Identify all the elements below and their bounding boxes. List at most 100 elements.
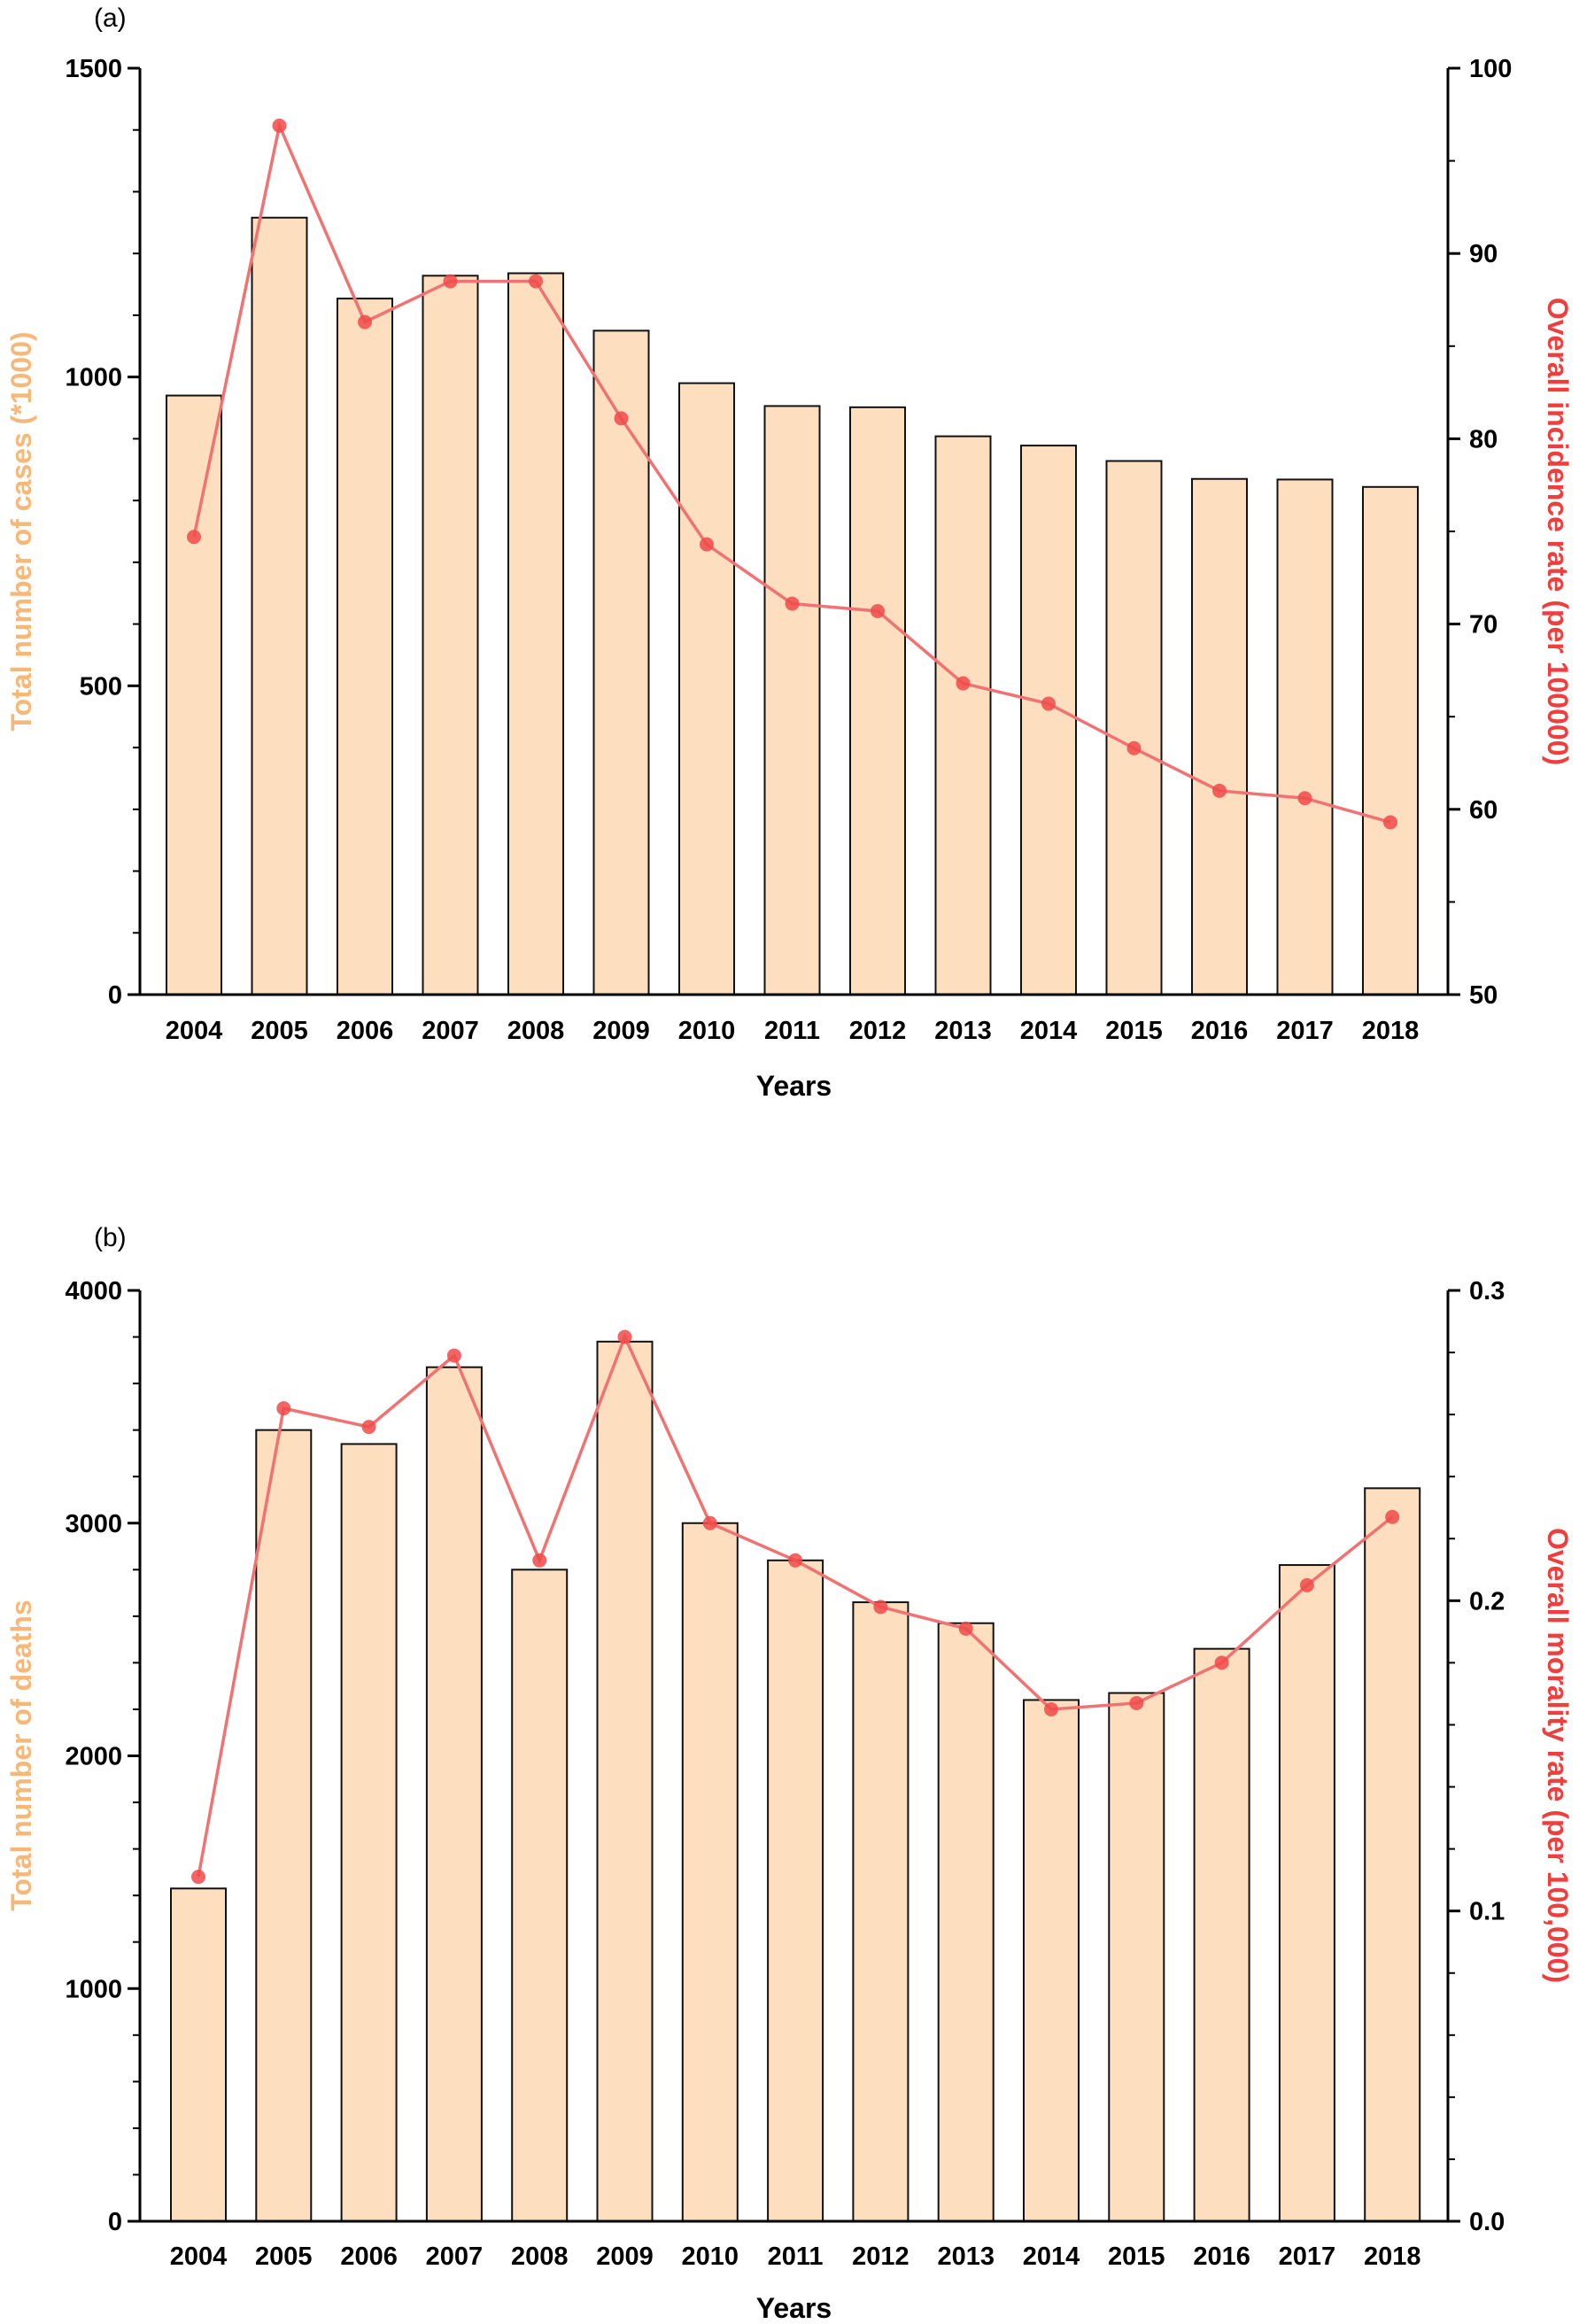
bar-2008 <box>511 1569 569 2223</box>
rate-point-2006 <box>361 1420 376 1435</box>
bar-2007 <box>422 275 479 995</box>
rate-point-2005 <box>272 118 287 133</box>
bar-2009 <box>592 329 650 996</box>
x-tick-label: 2006 <box>337 1017 394 1045</box>
rate-point-2008 <box>529 274 543 289</box>
rate-point-2007 <box>443 274 458 289</box>
x-tick-label: 2014 <box>1023 2243 1080 2271</box>
rate-point-2011 <box>785 596 800 611</box>
x-tick-label: 2005 <box>251 1017 308 1045</box>
rate-point-2008 <box>532 1553 547 1568</box>
right-tick-label: 60 <box>1469 796 1498 825</box>
x-tick-label: 2012 <box>852 2243 909 2271</box>
rate-point-2014 <box>1044 1701 1058 1716</box>
left-tick-label: 1500 <box>65 55 122 83</box>
left-tick-label: 1000 <box>65 364 122 392</box>
rate-point-2015 <box>1129 1695 1144 1710</box>
rate-point-2011 <box>788 1553 803 1568</box>
left-tick-label: 1000 <box>65 1975 122 2003</box>
left-tick-label: 3000 <box>65 1510 122 1538</box>
bar-2016 <box>1191 477 1248 995</box>
x-tick-label: 2015 <box>1105 1017 1163 1045</box>
x-tick-label: 2004 <box>166 1017 223 1045</box>
bar-2005 <box>251 216 308 996</box>
rate-point-2012 <box>873 1600 888 1615</box>
panel-label: (a) <box>94 4 127 33</box>
left-tick-label: 0 <box>108 2208 122 2236</box>
left-tick-label: 500 <box>80 672 122 701</box>
x-tick-label: 2016 <box>1193 2243 1250 2271</box>
right-tick-label: 0.3 <box>1469 1277 1505 1305</box>
bar-2011 <box>767 1559 824 2223</box>
x-tick-label: 2008 <box>511 2243 569 2271</box>
x-axis-title: Years <box>756 2292 832 2324</box>
x-tick-label: 2007 <box>422 1017 479 1045</box>
bar-2018 <box>1362 485 1419 995</box>
bar-2014 <box>1023 1699 1080 2222</box>
x-tick-label: 2013 <box>937 2243 995 2271</box>
rate-point-2006 <box>358 314 372 329</box>
bar-2012 <box>852 1601 909 2222</box>
left-y-axis-title: Total number of deaths <box>5 1600 37 1910</box>
bar-2018 <box>1364 1487 1421 2222</box>
right-y-axis-title: Overall incidence rate (per 100000) <box>1542 298 1574 765</box>
bar-2004 <box>166 394 222 995</box>
bar-2004 <box>170 1887 227 2223</box>
right-y-axis-title: Overall morality rate (per 100,000) <box>1542 1528 1574 1983</box>
x-tick-label: 2016 <box>1191 1017 1249 1045</box>
chart-b: (b) 0 1000 2000 3000 4000 0.0 0.1 0.2 0.3 2004 2005… <box>5 1223 1574 2324</box>
rate-point-2018 <box>1385 1509 1400 1524</box>
right-tick-label: 80 <box>1469 425 1498 453</box>
x-axis-title: Years <box>756 1070 832 1102</box>
bar-2010 <box>681 1522 739 2222</box>
bar-2015 <box>1105 460 1163 995</box>
bar-2006 <box>340 1443 398 2223</box>
bar-2006 <box>337 298 393 995</box>
rate-point-2010 <box>700 537 714 552</box>
rate-point-2016 <box>1212 783 1227 798</box>
bar-2017 <box>1276 478 1334 995</box>
x-tick-label: 2005 <box>255 2243 313 2271</box>
rate-point-2007 <box>446 1348 461 1363</box>
x-tick-label: 2009 <box>592 1017 650 1045</box>
bar-2013 <box>934 435 992 995</box>
rate-point-2017 <box>1299 1577 1314 1592</box>
bar-2008 <box>507 272 564 996</box>
x-tick-label: 2013 <box>934 1017 992 1045</box>
bar-2007 <box>425 1366 483 2222</box>
chart-a: (a) 0 500 1000 1500 50 60 70 80 90 100 2004 2005 2006… <box>5 4 1574 1102</box>
right-tick-label: 90 <box>1469 240 1498 268</box>
x-tick-label: 2015 <box>1108 2243 1165 2271</box>
x-tick-label: 2004 <box>170 2243 228 2271</box>
rate-point-2012 <box>871 603 885 618</box>
x-tick-label: 2011 <box>768 2243 824 2271</box>
x-tick-label: 2006 <box>340 2243 398 2271</box>
x-tick-label: 2007 <box>426 2243 484 2271</box>
bar-2015 <box>1108 1692 1165 2222</box>
x-tick-label: 2009 <box>596 2243 654 2271</box>
x-tick-label: 2012 <box>849 1017 907 1045</box>
x-tick-label: 2011 <box>764 1017 820 1045</box>
left-tick-label: 0 <box>108 981 122 1010</box>
right-tick-label: 50 <box>1469 981 1498 1010</box>
right-tick-label: 0.1 <box>1469 1898 1505 1926</box>
rate-point-2013 <box>958 1621 973 1636</box>
x-tick-label: 2014 <box>1020 1017 1078 1045</box>
x-tick-label: 2018 <box>1364 2243 1421 2271</box>
rate-point-2004 <box>187 530 201 545</box>
x-tick-label: 2008 <box>507 1017 565 1045</box>
bar-2013 <box>937 1622 995 2223</box>
rate-point-2016 <box>1214 1655 1229 1670</box>
x-tick-label: 2017 <box>1279 2243 1336 2271</box>
rate-point-2018 <box>1383 815 1397 830</box>
rate-point-2017 <box>1297 791 1312 806</box>
bar-2010 <box>678 382 735 995</box>
rate-point-2005 <box>276 1401 291 1416</box>
right-tick-label: 70 <box>1469 611 1498 639</box>
bar-2014 <box>1020 445 1077 995</box>
rate-point-2009 <box>614 411 629 426</box>
x-tick-label: 2018 <box>1362 1017 1420 1045</box>
bar-2009 <box>596 1340 654 2223</box>
rate-point-2010 <box>702 1515 717 1530</box>
